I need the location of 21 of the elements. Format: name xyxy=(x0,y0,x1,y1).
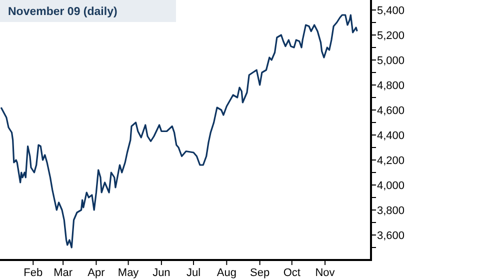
y-tick-label: 3,800 xyxy=(377,205,405,217)
x-tick-label: Nov xyxy=(315,267,336,279)
y-tick-label: 4,000 xyxy=(377,180,405,192)
x-tick-label: Mar xyxy=(54,267,73,279)
y-tick-label: 4,600 xyxy=(377,105,405,117)
x-tick-label: Jun xyxy=(152,267,170,279)
x-tick-label: Sep xyxy=(250,267,270,279)
text: November 09 (daily) xyxy=(8,6,118,18)
y-tick-label: 3,600 xyxy=(377,230,405,242)
x-tick-label: Oct xyxy=(283,267,300,279)
y-tick-label: 5,000 xyxy=(377,55,405,67)
y-tick-label: 4,400 xyxy=(377,130,405,142)
y-tick-label: 4,200 xyxy=(377,155,405,167)
x-tick-label: May xyxy=(118,267,140,279)
x-tick-label: Aug xyxy=(216,267,236,279)
y-tick-label: 4,800 xyxy=(377,80,405,92)
x-tick-label: Feb xyxy=(24,267,43,279)
x-tick-label: Jul xyxy=(186,267,201,279)
x-tick-label: Apr xyxy=(88,267,106,279)
y-tick-label: 5,400 xyxy=(377,5,405,17)
y-tick-label: 5,200 xyxy=(377,30,405,42)
